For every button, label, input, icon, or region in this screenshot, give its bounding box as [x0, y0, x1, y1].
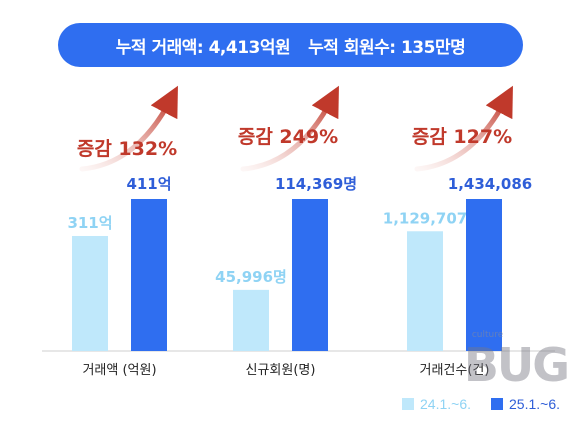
category-label-2: 신규회원(명)	[246, 363, 316, 378]
legend-label-1: 24.1.~6.	[420, 396, 471, 412]
bug-watermark-logo: culture BUG	[463, 330, 570, 392]
value-label-3-prev: 1,129,707	[383, 209, 467, 227]
legend-swatch-2	[491, 398, 503, 410]
summary-banner: 누적 거래액: 4,413억원 누적 회원수: 135만명	[58, 23, 523, 67]
bar-2-curr	[292, 199, 328, 351]
bar-1-curr	[131, 199, 167, 351]
growth-arrow-3	[414, 85, 513, 172]
bar-3-prev	[407, 231, 443, 351]
watermark-text: BUG	[463, 338, 570, 392]
category-label-1: 거래액 (억원)	[82, 363, 156, 378]
value-label-1-prev: 311억	[67, 214, 112, 232]
value-label-3-curr: 1,434,086	[448, 175, 532, 193]
growth-arrow-1	[79, 85, 178, 172]
bar-2-prev	[233, 289, 269, 351]
total-sales-text: 누적 거래액: 4,413억원	[115, 37, 291, 58]
value-label-2-curr: 114,369명	[275, 175, 357, 193]
legend: 24.1.~6. 25.1.~6.	[402, 396, 560, 412]
value-label-1-curr: 411억	[126, 175, 171, 193]
growth-arrow-2	[240, 85, 339, 172]
bar-3-curr	[466, 199, 502, 351]
bar-1-prev	[72, 235, 108, 351]
total-members-text: 누적 회원수: 135만명	[308, 37, 466, 58]
legend-label-2: 25.1.~6.	[509, 396, 560, 412]
legend-swatch-1	[402, 398, 414, 410]
growth-label-2: 증감 249%	[238, 126, 338, 148]
value-label-2-prev: 45,996명	[215, 268, 287, 286]
growth-label-3: 증감 127%	[412, 126, 512, 148]
growth-label-1: 증감 132%	[77, 138, 177, 160]
category-label-3: 거래건수(건)	[420, 363, 490, 378]
watermark-small-text: culture	[471, 330, 504, 340]
